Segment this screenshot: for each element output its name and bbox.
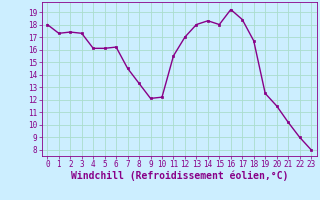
X-axis label: Windchill (Refroidissement éolien,°C): Windchill (Refroidissement éolien,°C) xyxy=(70,171,288,181)
